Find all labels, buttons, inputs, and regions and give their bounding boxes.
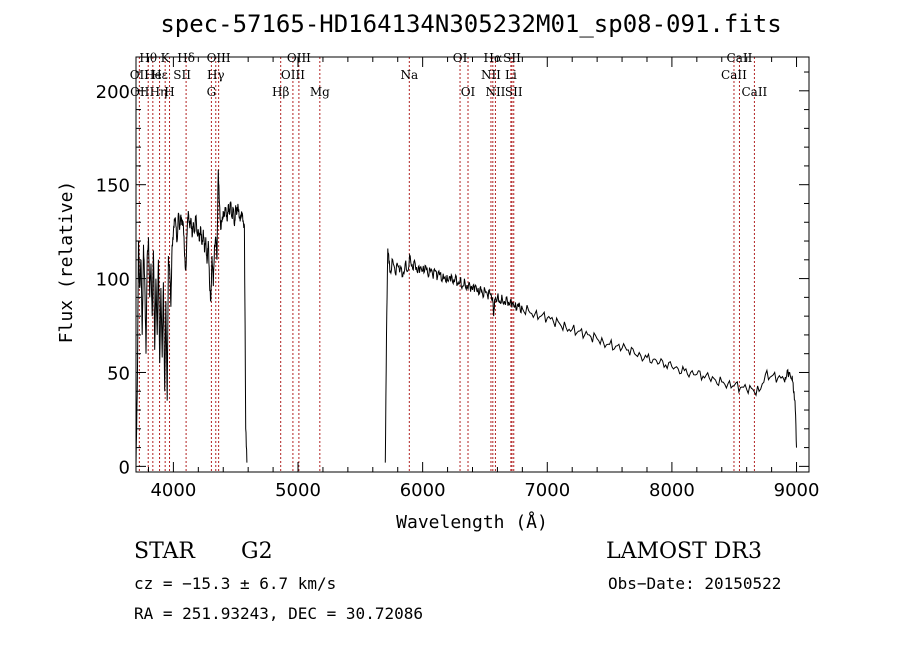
y-tick-label: 50: [107, 363, 130, 384]
line-label: OI: [453, 51, 468, 65]
spectrum-curve: [135, 169, 248, 467]
line-label: Mg: [310, 85, 330, 99]
y-axis-label: Flux (relative): [56, 181, 77, 344]
spectrum-curve: [384, 248, 797, 463]
chart-title: spec-57165-HD164134N305232M01_sp08-091.f…: [160, 10, 781, 38]
line-label: Hβ: [272, 85, 289, 99]
plot-frame: [135, 56, 810, 473]
line-label: OII: [130, 68, 150, 82]
x-tick-label: 5000: [275, 480, 321, 501]
line-label: OII: [130, 85, 150, 99]
object-type: STAR: [134, 539, 195, 564]
line-label: CaII: [721, 68, 747, 82]
line-label: Hδ: [177, 51, 195, 65]
line-label: SII: [505, 85, 523, 99]
observation-date: Obs−Date: 20150522: [608, 574, 782, 593]
line-label: NII: [485, 85, 505, 99]
line-label: K: [161, 51, 171, 65]
x-axis-label: Wavelength (Å): [396, 511, 548, 533]
line-label: Hγ: [207, 68, 225, 82]
redshift-cz: cz = −15.3 ± 6.7 km/s: [134, 574, 337, 593]
line-label: NII: [481, 68, 501, 82]
line-label: Na: [400, 68, 418, 82]
x-tick-label: 7000: [524, 480, 570, 501]
emission-line-markers: [138, 57, 755, 472]
spectrum-curve-group: [135, 169, 797, 467]
line-label: Li: [505, 68, 517, 82]
x-tick-label: 9000: [774, 480, 820, 501]
line-label: SII: [173, 68, 191, 82]
line-label: He: [144, 68, 162, 82]
line-label: OIII: [281, 68, 305, 82]
line-label: Hε: [151, 68, 168, 82]
line-label: Hη: [150, 85, 168, 99]
line-label: H: [164, 85, 174, 99]
y-tick-label: 0: [119, 457, 130, 478]
line-label: CaII: [727, 51, 753, 65]
survey-name: LAMOST DR3: [606, 539, 762, 564]
x-tick-label: 6000: [400, 480, 446, 501]
line-label: G: [207, 85, 217, 99]
x-axis-ticks: 4000 5000 6000 7000 8000 9000: [147, 57, 820, 501]
spectral-subclass: G2: [241, 539, 273, 564]
line-label: OIII: [207, 51, 231, 65]
line-label: CaII: [741, 85, 767, 99]
y-tick-label: 200: [96, 82, 130, 103]
line-label: OIII: [287, 51, 311, 65]
line-label: Hα: [484, 51, 503, 65]
y-tick-label: 150: [96, 176, 130, 197]
y-axis-ticks: 0 50 100 150 200: [96, 71, 809, 478]
x-tick-label: 8000: [649, 480, 695, 501]
y-tick-label: 100: [96, 270, 130, 291]
coordinates: RA = 251.93243, DEC = 30.72086: [134, 604, 423, 623]
x-tick-label: 4000: [150, 480, 196, 501]
line-label: SII: [503, 51, 521, 65]
line-label: OI: [461, 85, 476, 99]
